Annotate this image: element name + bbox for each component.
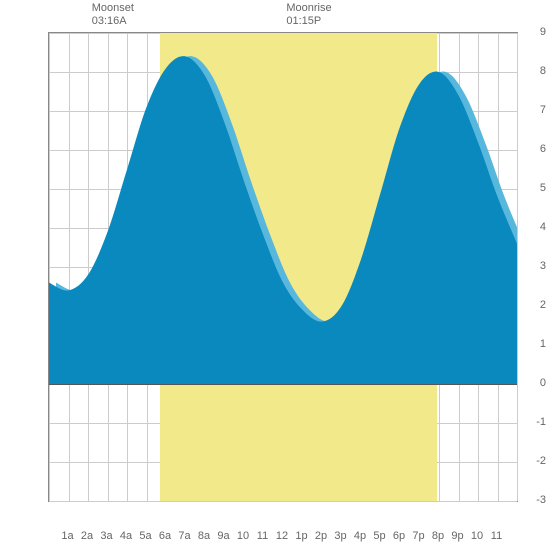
moonrise-title: Moonrise <box>286 2 331 14</box>
moonrise-label: Moonrise 01:15P <box>286 2 331 28</box>
y-tick-label: -1 <box>536 416 546 428</box>
x-tick-label: 6a <box>159 530 171 542</box>
y-tick-label: 4 <box>540 221 546 233</box>
x-tick-label: 8p <box>432 530 444 542</box>
x-tick-label: 7p <box>412 530 424 542</box>
y-tick-label: 6 <box>540 143 546 155</box>
y-tick-label: -3 <box>536 494 546 506</box>
x-tick-label: 5a <box>139 530 151 542</box>
x-tick-label: 11 <box>491 530 502 542</box>
x-tick-label: 1a <box>61 530 73 542</box>
grid-line-h <box>49 501 517 502</box>
y-tick-label: 7 <box>540 104 546 116</box>
x-tick-label: 12 <box>276 530 288 542</box>
x-tick-label: 7a <box>178 530 190 542</box>
x-tick-label: 9p <box>451 530 463 542</box>
y-tick-label: 3 <box>540 260 546 272</box>
y-tick-label: 2 <box>540 299 546 311</box>
x-tick-label: 10 <box>237 530 249 542</box>
x-tick-label: 6p <box>393 530 405 542</box>
x-tick-label: 1p <box>295 530 307 542</box>
x-tick-label: 10 <box>471 530 483 542</box>
moonrise-time: 01:15P <box>286 15 321 27</box>
moonset-time: 03:16A <box>92 15 127 27</box>
y-axis-labels: 9876543210-1-2-3 <box>516 32 546 500</box>
x-tick-label: 3p <box>334 530 346 542</box>
moonset-label: Moonset 03:16A <box>92 2 134 28</box>
x-tick-label: 4p <box>354 530 366 542</box>
y-tick-label: -2 <box>536 455 546 467</box>
x-tick-label: 9a <box>217 530 229 542</box>
plot-area <box>48 32 518 502</box>
tide-chart: Moonset 03:16A Moonrise 01:15P 9 8 7 6 5 4 3 2 1… <box>0 0 550 550</box>
y-tick-label: 1 <box>540 338 546 350</box>
x-tick-label: 4a <box>120 530 132 542</box>
x-tick-label: 3a <box>100 530 112 542</box>
y-tick-label: 0 <box>540 377 546 389</box>
x-tick-label: 8a <box>198 530 210 542</box>
y-tick-label: 5 <box>540 182 546 194</box>
y-tick-label: 8 <box>540 65 546 77</box>
x-tick-label: 2p <box>315 530 327 542</box>
zero-line <box>49 384 517 385</box>
x-tick-label: 5p <box>373 530 385 542</box>
x-tick-label: 11 <box>257 530 268 542</box>
tide-area-front <box>49 33 517 501</box>
y-tick-label: 9 <box>540 26 546 38</box>
x-tick-label: 2a <box>81 530 93 542</box>
moonset-title: Moonset <box>92 2 134 14</box>
